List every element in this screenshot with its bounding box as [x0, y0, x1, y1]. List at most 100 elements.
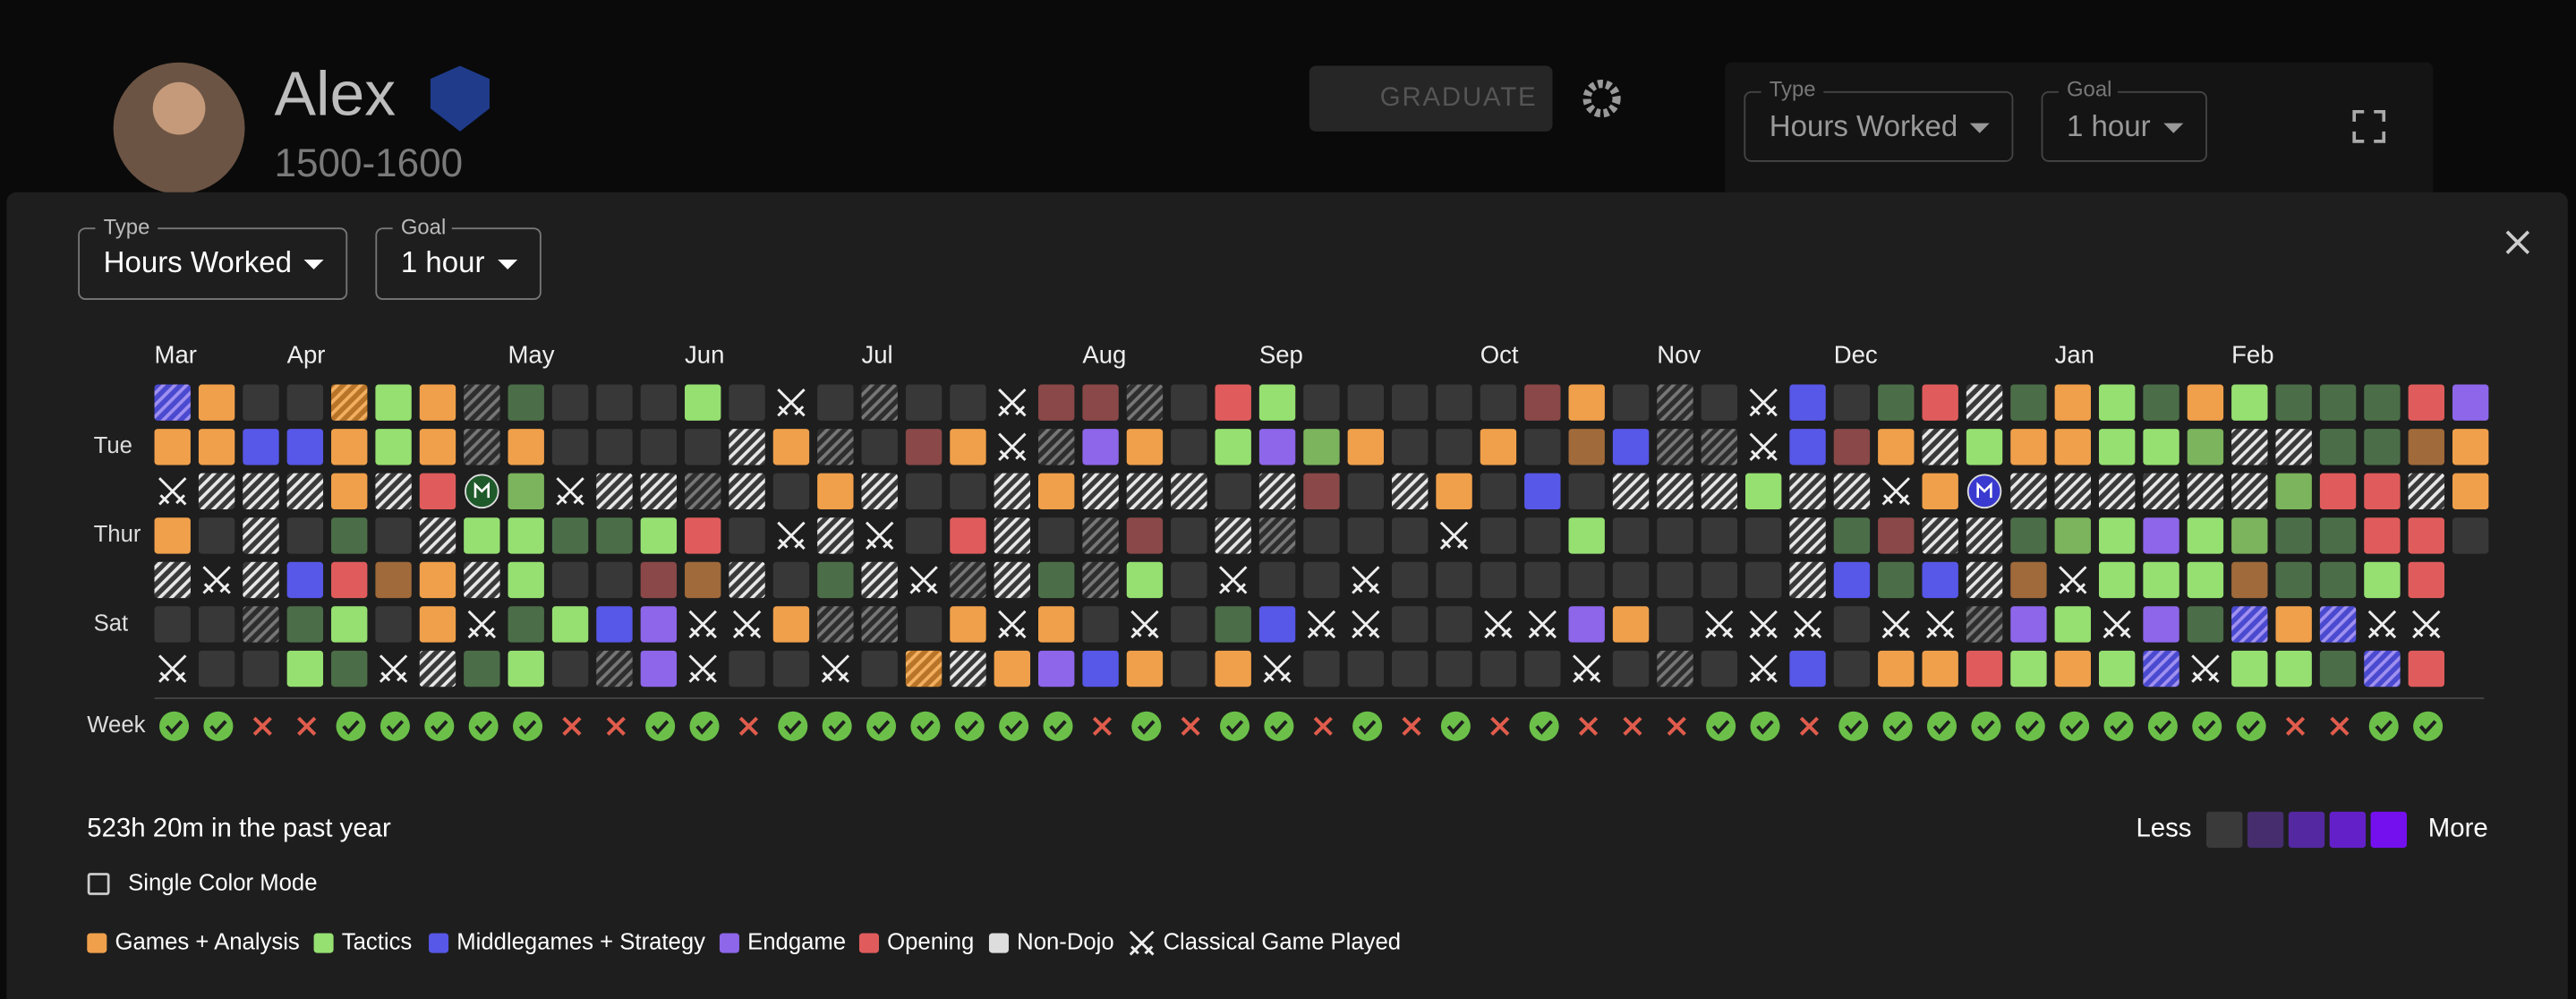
week-goal-met: [2413, 711, 2444, 741]
classical-game-icon: [1352, 610, 1380, 639]
week-goal-met: [1529, 711, 1559, 741]
week-goal-met: [2147, 711, 2178, 741]
day-cell: [1171, 561, 1207, 599]
day-cell: [1833, 650, 1871, 687]
fullscreen-button[interactable]: [2352, 109, 2386, 143]
day-cell: [1258, 606, 1296, 643]
day-cell: [551, 384, 589, 421]
week-goal-met: [1264, 711, 1294, 741]
select-value: 1 hour: [401, 245, 485, 278]
week-goal-met: [999, 711, 1029, 741]
week-goal-met: [336, 711, 366, 741]
day-cell: [1436, 606, 1472, 643]
day-cell: [2408, 561, 2444, 599]
day-cell: [1789, 473, 1826, 510]
classical-game-icon: [777, 388, 806, 417]
day-cell: [1126, 517, 1164, 554]
day-cell: [1789, 429, 1826, 465]
check: [1358, 720, 1377, 735]
week-goal-met: [2060, 711, 2090, 741]
week-goal-met: [1131, 711, 1162, 741]
day-cell: [905, 650, 943, 687]
day-cell: [154, 517, 191, 554]
day-cell: [1878, 650, 1915, 687]
week-goal-met: [1926, 711, 1958, 741]
day-cell: [1833, 606, 1871, 643]
week-goal-missed: [297, 716, 317, 736]
day-cell: [375, 384, 412, 421]
check: [1711, 720, 1730, 735]
day-cell: [1436, 650, 1472, 687]
week-goal-met: [1706, 711, 1736, 741]
day-cell: [861, 473, 898, 510]
day-cell: [243, 429, 279, 465]
type-select[interactable]: [78, 227, 348, 300]
week-goal-met: [1971, 711, 2001, 741]
check: [828, 720, 846, 735]
day-cell: [375, 561, 412, 599]
day-cell: [861, 650, 898, 687]
day-cell: [1082, 561, 1119, 599]
goal-select[interactable]: [375, 227, 542, 300]
day-cell: [331, 561, 368, 599]
day-label: Thur: [94, 522, 141, 547]
checkbox[interactable]: [87, 873, 110, 895]
day-cell: [1126, 650, 1164, 687]
day-cell: [1922, 561, 1958, 599]
month-label: Nov: [1657, 341, 1701, 369]
day-cell: [419, 384, 456, 421]
day-cell: [2054, 517, 2091, 554]
month-label: Jun: [685, 341, 724, 369]
scale-box: [2247, 811, 2284, 849]
day-cell: [154, 561, 191, 599]
day-cell: [286, 517, 324, 554]
type-select[interactable]: [1744, 90, 2014, 162]
day-cell: [729, 650, 765, 687]
day-cell: [1966, 384, 2003, 421]
day-cell: [1701, 561, 1737, 599]
select-label: Type: [1770, 77, 1816, 101]
week-goal-met: [468, 711, 499, 741]
day-cell: [2187, 384, 2224, 421]
scale-box: [2329, 811, 2367, 849]
day-cell: [2143, 517, 2179, 554]
day-cell: [1922, 650, 1958, 687]
month-label: Jan: [2055, 341, 2094, 369]
day-cell: [2364, 561, 2401, 599]
goal-select[interactable]: [2041, 90, 2207, 162]
classical-game-icon: [1352, 566, 1380, 594]
day-cell: [2098, 473, 2136, 510]
select-value: Hours Worked: [1770, 109, 1958, 142]
day-cell: [1303, 561, 1340, 599]
day-cell: [375, 517, 412, 554]
day-cell: [772, 650, 810, 687]
day-cell: [2364, 429, 2401, 465]
check: [1756, 720, 1774, 735]
day-cell: [729, 429, 765, 465]
day-cell: [2143, 384, 2179, 421]
day-cell: [1789, 650, 1826, 687]
day-cell: [1878, 517, 1915, 554]
day-cell: [861, 561, 898, 599]
day-cell: [2231, 561, 2268, 599]
classical-game-icon: [1129, 930, 1155, 956]
classical-game-icon: [865, 521, 894, 551]
badge: [430, 65, 490, 132]
day-cell: [551, 561, 589, 599]
settings-button[interactable]: [1582, 80, 1621, 118]
graduate-button[interactable]: [1309, 65, 1553, 132]
day-cell: [1612, 606, 1650, 643]
day-cell: [1347, 429, 1385, 465]
day-cell: [2010, 650, 2047, 687]
day-cell: [508, 429, 544, 465]
day-cell: [2275, 429, 2312, 465]
day-cell: [1392, 561, 1429, 599]
close-button[interactable]: [2505, 230, 2530, 254]
week-goal-met: [954, 711, 985, 741]
classical-game-icon: [202, 566, 231, 594]
check: [1535, 720, 1553, 735]
day-cell: [2143, 650, 2179, 687]
day-cell: [2187, 473, 2224, 510]
day-cell: [1568, 606, 1605, 643]
